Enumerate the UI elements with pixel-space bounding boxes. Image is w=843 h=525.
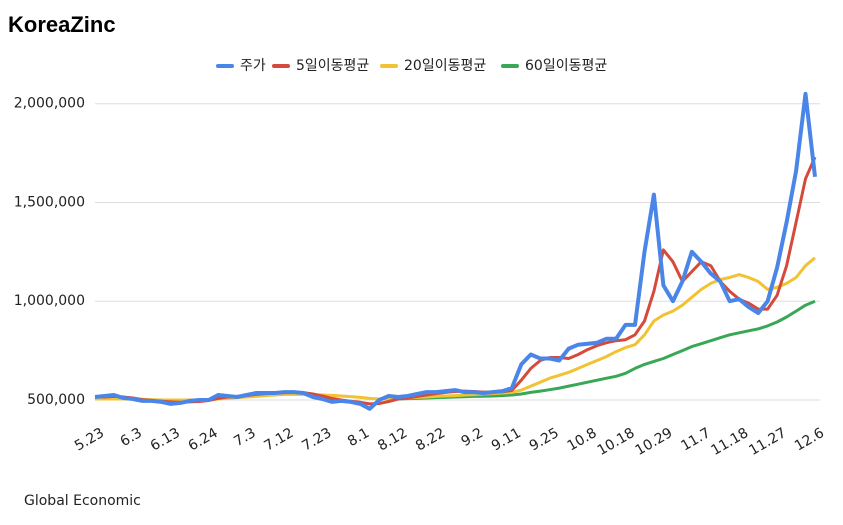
legend-label: 5일이동평균 <box>296 58 369 74</box>
legend-label: 20일이동평균 <box>404 58 486 74</box>
legend-label: 60일이동평균 <box>525 58 607 74</box>
x-tick-label: 12.6 <box>792 425 827 454</box>
series-line <box>398 299 816 401</box>
y-tick-label: 2,000,000 <box>14 96 85 112</box>
x-tick-label: 9.11 <box>489 425 524 454</box>
x-tick-label: 5.23 <box>72 425 107 454</box>
x-tick-label: 6.13 <box>148 425 183 454</box>
legend-label: 주가 <box>240 58 266 74</box>
x-tick-label: 7.23 <box>299 425 334 454</box>
x-tick-label: 8.12 <box>375 425 410 454</box>
x-tick-label: 8.22 <box>413 425 448 454</box>
x-tick-label: 10.29 <box>633 425 676 459</box>
series-line <box>95 256 816 402</box>
x-tick-label: 10.8 <box>565 425 600 454</box>
source-label: Global Economic <box>24 493 141 509</box>
x-tick-label: 7.3 <box>231 425 258 450</box>
x-tick-label: 9.2 <box>459 425 486 450</box>
x-tick-label: 8.1 <box>345 425 372 450</box>
x-tick-label: 6.24 <box>186 425 221 454</box>
chart-title: KoreaZinc <box>8 12 116 37</box>
x-tick-label: 11.18 <box>708 425 751 459</box>
x-tick-label: 6.3 <box>118 425 145 450</box>
x-tick-label: 10.18 <box>595 425 638 459</box>
x-tick-label: 7.12 <box>261 425 296 454</box>
y-tick-label: 500,000 <box>27 392 85 408</box>
y-tick-label: 1,000,000 <box>14 293 85 309</box>
x-tick-label: 11.7 <box>678 425 713 454</box>
series-line <box>95 156 817 406</box>
y-tick-label: 1,500,000 <box>14 194 85 210</box>
x-tick-label: 11.27 <box>746 425 789 459</box>
x-tick-label: 9.25 <box>527 425 562 454</box>
series-line <box>94 91 817 411</box>
